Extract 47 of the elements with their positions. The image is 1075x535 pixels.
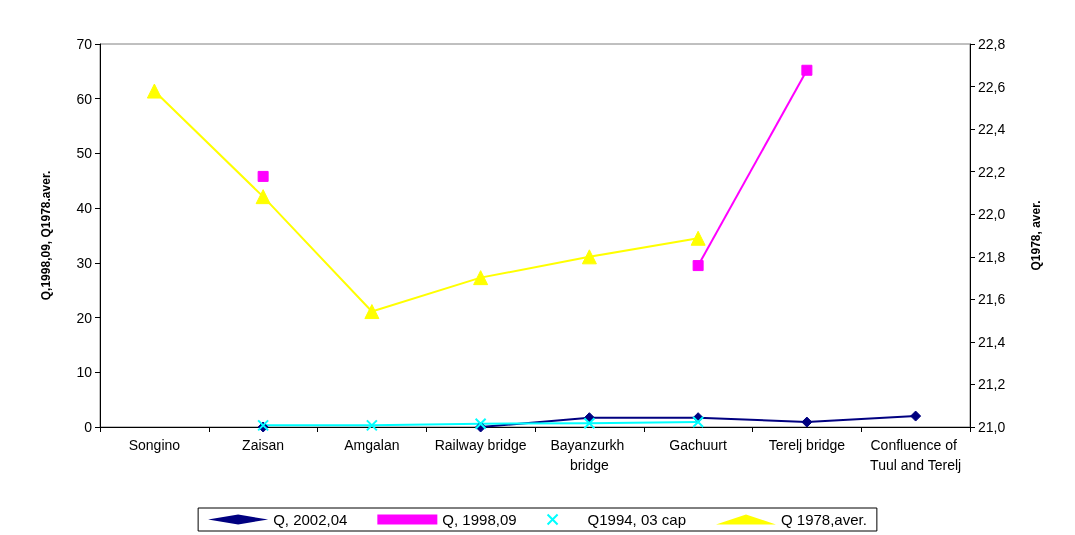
y2-tick-label: 21,2 — [978, 376, 1006, 393]
point — [581, 249, 597, 265]
y2-tick-label: 22,6 — [978, 78, 1006, 95]
y-tick-label: 0 — [84, 419, 93, 435]
y-axis-title: Q,1998,09, Q1978.aver. — [39, 170, 53, 301]
legend-label: Q, 2002,04 — [273, 511, 348, 528]
point — [801, 416, 813, 428]
point — [364, 304, 380, 320]
y2-tick-label: 22,8 — [978, 36, 1006, 52]
y2-tick-label: 21,4 — [978, 333, 1006, 350]
x-tick-label: Bayanzurkh bridge — [550, 437, 629, 473]
point — [474, 417, 487, 430]
point — [692, 260, 704, 272]
y2-tick-label: 22,4 — [978, 121, 1006, 138]
y-tick-label: 20 — [76, 309, 93, 326]
x-tick-label: Confluence of Tuul and Terelj — [870, 437, 962, 473]
point — [365, 419, 378, 432]
y2-axis-title: Q1978, aver. — [1029, 200, 1043, 271]
point — [473, 270, 489, 286]
y-tick-label: 40 — [76, 200, 93, 217]
x-tick-label: Amgalan — [344, 437, 400, 453]
point — [257, 170, 269, 182]
y-tick-label: 70 — [76, 36, 93, 52]
x-tick-label: Zaisan — [242, 437, 285, 453]
legend-label: Q1994, 03 cap — [587, 511, 686, 528]
y2-tick-label: 21,6 — [978, 291, 1006, 308]
y2-tick-label: 21,0 — [978, 419, 1006, 435]
legend-label: Q 1978,aver. — [780, 511, 867, 528]
point — [910, 410, 922, 422]
y-tick-label: 10 — [76, 364, 93, 381]
legend-label: Q, 1998,09 — [442, 511, 517, 528]
y-tick-label: 50 — [76, 145, 93, 162]
y2-tick-label: 21,8 — [978, 248, 1006, 265]
y2-tick-label: 22,0 — [978, 206, 1006, 223]
y-tick-label: 60 — [76, 90, 93, 107]
point — [690, 230, 706, 246]
point — [146, 83, 162, 99]
point — [583, 417, 596, 430]
point — [692, 416, 705, 429]
x-tick-label: Songino — [128, 437, 181, 453]
point — [801, 64, 813, 76]
y-tick-label: 30 — [76, 254, 93, 271]
x-tick-label: Terelj bridge — [768, 437, 846, 453]
y2-tick-label: 22,2 — [978, 163, 1006, 180]
x-tick-label: Railway bridge — [434, 437, 527, 453]
x-tick-label: Gachuurt — [669, 437, 728, 453]
point — [255, 189, 271, 205]
